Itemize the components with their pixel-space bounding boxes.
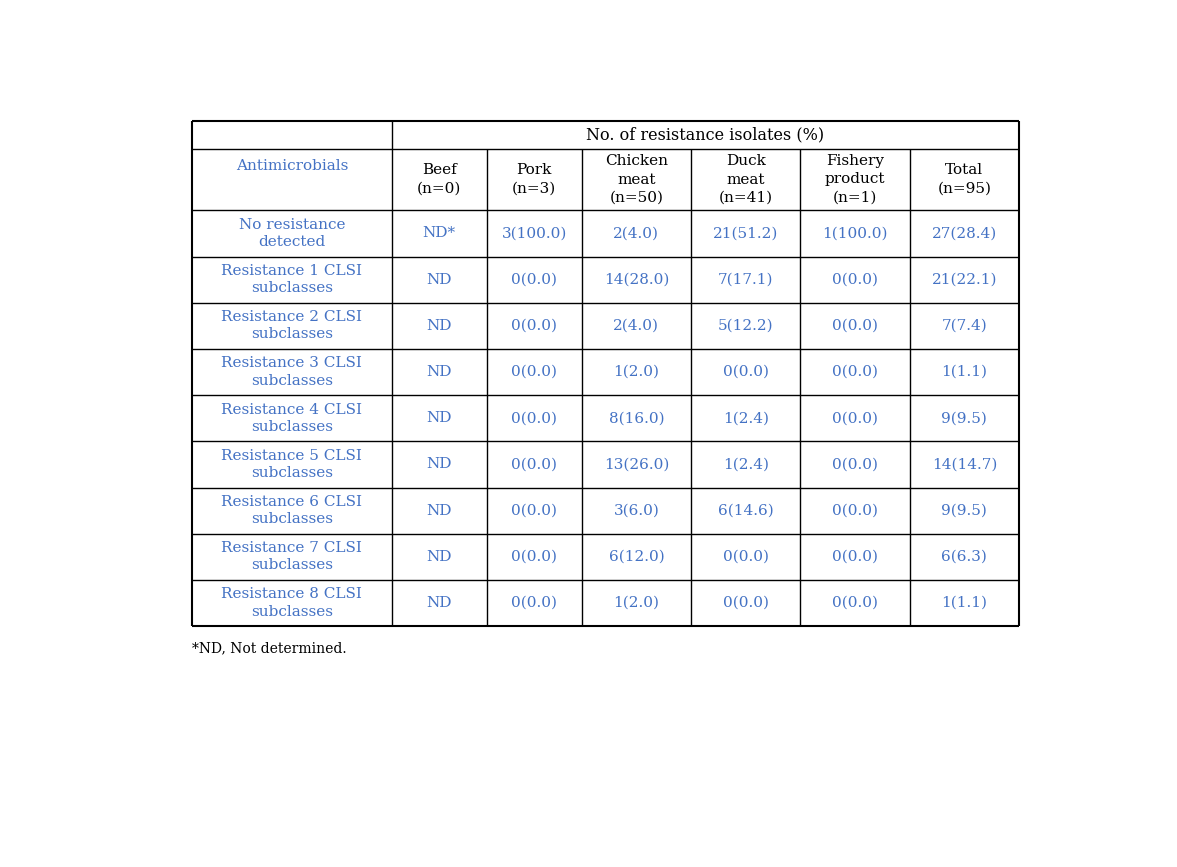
Text: 2(4.0): 2(4.0): [613, 319, 659, 333]
Text: 7(7.4): 7(7.4): [942, 319, 988, 333]
Text: 0(0.0): 0(0.0): [511, 365, 557, 379]
Text: Resistance 7 CLSI
subclasses: Resistance 7 CLSI subclasses: [221, 541, 363, 572]
Text: ND: ND: [426, 319, 452, 333]
Text: 0(0.0): 0(0.0): [511, 550, 557, 564]
Text: 21(51.2): 21(51.2): [713, 226, 778, 240]
Text: Antimicrobials: Antimicrobials: [235, 159, 348, 173]
Text: 6(14.6): 6(14.6): [718, 504, 773, 518]
Text: ND: ND: [426, 596, 452, 610]
Text: ND: ND: [426, 504, 452, 518]
Text: Resistance 8 CLSI
subclasses: Resistance 8 CLSI subclasses: [221, 587, 363, 619]
Text: 0(0.0): 0(0.0): [832, 596, 878, 610]
Text: 0(0.0): 0(0.0): [832, 365, 878, 379]
Text: Duck
meat
(n=41): Duck meat (n=41): [719, 154, 773, 205]
Text: 5(12.2): 5(12.2): [718, 319, 773, 333]
Text: 0(0.0): 0(0.0): [832, 550, 878, 564]
Text: 2(4.0): 2(4.0): [613, 226, 659, 240]
Text: 1(2.4): 1(2.4): [723, 411, 769, 425]
Text: 0(0.0): 0(0.0): [723, 550, 769, 564]
Text: 6(12.0): 6(12.0): [609, 550, 664, 564]
Text: Chicken
meat
(n=50): Chicken meat (n=50): [605, 154, 667, 205]
Text: 3(100.0): 3(100.0): [501, 226, 567, 240]
Text: *ND, Not determined.: *ND, Not determined.: [192, 642, 347, 655]
Text: Resistance 1 CLSI
subclasses: Resistance 1 CLSI subclasses: [221, 264, 363, 296]
Text: Resistance 3 CLSI
subclasses: Resistance 3 CLSI subclasses: [221, 356, 363, 388]
Text: 0(0.0): 0(0.0): [723, 365, 769, 379]
Text: Pork
(n=3): Pork (n=3): [512, 163, 557, 196]
Text: Total
(n=95): Total (n=95): [937, 163, 991, 196]
Text: No resistance
detected: No resistance detected: [239, 218, 345, 249]
Text: 27(28.4): 27(28.4): [932, 226, 997, 240]
Text: 0(0.0): 0(0.0): [511, 319, 557, 333]
Text: 21(22.1): 21(22.1): [932, 272, 997, 287]
Text: ND: ND: [426, 365, 452, 379]
Text: 0(0.0): 0(0.0): [832, 319, 878, 333]
Text: ND: ND: [426, 272, 452, 287]
Text: Resistance 5 CLSI
subclasses: Resistance 5 CLSI subclasses: [221, 449, 363, 480]
Text: ND: ND: [426, 411, 452, 425]
Text: ND: ND: [426, 550, 452, 564]
Text: 0(0.0): 0(0.0): [723, 596, 769, 610]
Text: 1(2.0): 1(2.0): [613, 365, 659, 379]
Text: 1(1.1): 1(1.1): [942, 365, 988, 379]
Text: Beef
(n=0): Beef (n=0): [417, 163, 461, 196]
Text: 1(100.0): 1(100.0): [823, 226, 887, 240]
Text: 9(9.5): 9(9.5): [942, 411, 988, 425]
Text: 0(0.0): 0(0.0): [511, 272, 557, 287]
Text: 0(0.0): 0(0.0): [511, 596, 557, 610]
Text: No. of resistance isolates (%): No. of resistance isolates (%): [586, 127, 824, 143]
Text: 1(1.1): 1(1.1): [942, 596, 988, 610]
Text: 3(6.0): 3(6.0): [613, 504, 659, 518]
Text: 1(2.4): 1(2.4): [723, 458, 769, 472]
Text: Fishery
product
(n=1): Fishery product (n=1): [825, 154, 885, 205]
Text: 8(16.0): 8(16.0): [609, 411, 664, 425]
Text: 1(2.0): 1(2.0): [613, 596, 659, 610]
Text: 0(0.0): 0(0.0): [832, 504, 878, 518]
Text: 14(28.0): 14(28.0): [604, 272, 669, 287]
Text: Resistance 6 CLSI
subclasses: Resistance 6 CLSI subclasses: [221, 495, 363, 526]
Text: 13(26.0): 13(26.0): [604, 458, 669, 472]
Text: 0(0.0): 0(0.0): [511, 504, 557, 518]
Text: 0(0.0): 0(0.0): [832, 458, 878, 472]
Text: 6(6.3): 6(6.3): [942, 550, 988, 564]
Text: ND*: ND*: [423, 226, 455, 240]
Text: 0(0.0): 0(0.0): [511, 458, 557, 472]
Text: 14(14.7): 14(14.7): [932, 458, 997, 472]
Text: 0(0.0): 0(0.0): [832, 272, 878, 287]
Text: 0(0.0): 0(0.0): [832, 411, 878, 425]
Text: ND: ND: [426, 458, 452, 472]
Text: 7(17.1): 7(17.1): [718, 272, 773, 287]
Text: Resistance 2 CLSI
subclasses: Resistance 2 CLSI subclasses: [221, 310, 363, 342]
Text: Resistance 4 CLSI
subclasses: Resistance 4 CLSI subclasses: [221, 402, 363, 434]
Text: 9(9.5): 9(9.5): [942, 504, 988, 518]
Text: 0(0.0): 0(0.0): [511, 411, 557, 425]
